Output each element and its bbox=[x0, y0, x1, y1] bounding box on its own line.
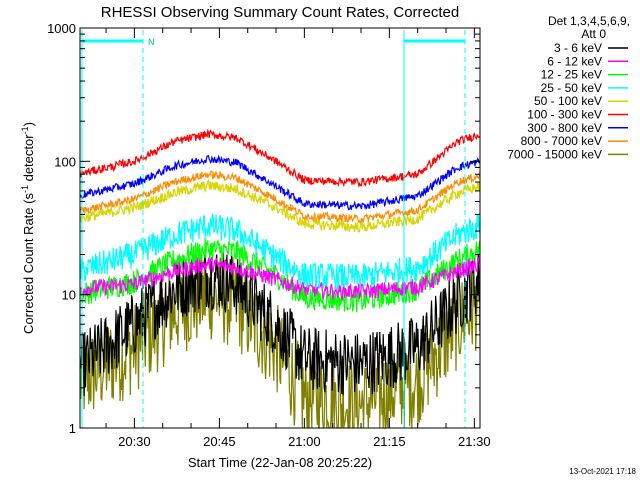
legend-label: 50 - 100 keV bbox=[534, 94, 602, 108]
x-tick-label: 20:45 bbox=[203, 434, 236, 449]
legend-label: 800 - 7000 keV bbox=[521, 134, 602, 148]
legend-header-1: Det 1,3,4,5,6,9, bbox=[548, 14, 630, 28]
series-line-0 bbox=[79, 250, 481, 397]
legend-header-2: Att 0 bbox=[581, 27, 606, 41]
y-tick-label: 100 bbox=[54, 154, 76, 169]
series-line-4 bbox=[79, 178, 481, 233]
legend-label: 7000 - 15000 keV bbox=[507, 147, 602, 161]
series-line-1 bbox=[79, 255, 481, 301]
y-tick-label: 1000 bbox=[47, 21, 76, 36]
x-tick-label: 21:00 bbox=[288, 434, 321, 449]
night-marker: N bbox=[148, 37, 155, 47]
legend-label: 3 - 6 keV bbox=[554, 41, 602, 55]
series-line-7 bbox=[79, 170, 481, 224]
x-tick-label: 20:30 bbox=[118, 434, 151, 449]
legend-label: 6 - 12 keV bbox=[547, 54, 602, 68]
y-axis: 1 10 100 1000 bbox=[47, 21, 480, 436]
y-tick-label: 1 bbox=[69, 421, 76, 436]
x-axis-label: Start Time (22-Jan-08 20:25:22) bbox=[188, 455, 372, 470]
series-line-8 bbox=[79, 253, 481, 430]
x-tick-label: 21:15 bbox=[373, 434, 406, 449]
plot-series bbox=[79, 128, 481, 430]
chart-title: RHESSI Observing Summary Count Rates, Co… bbox=[101, 4, 459, 21]
x-axis: 20:30 20:45 21:00 21:15 21:30 bbox=[105, 28, 491, 449]
footer-date: 13-Oct-2021 17:18 bbox=[569, 467, 636, 476]
legend-label: 100 - 300 keV bbox=[527, 108, 602, 122]
saa-markers: N bbox=[81, 30, 466, 428]
plot-frame bbox=[79, 27, 481, 429]
series-line-6 bbox=[79, 154, 481, 211]
series-line-5 bbox=[79, 128, 481, 188]
legend-label: 25 - 50 keV bbox=[541, 81, 602, 95]
legend-label: 12 - 25 keV bbox=[541, 68, 602, 82]
series-line-3 bbox=[79, 213, 481, 290]
y-axis-label: Corrected Count Rate (s-1 detector-1) bbox=[20, 122, 36, 334]
y-tick-label: 10 bbox=[62, 288, 76, 303]
x-tick-label: 21:30 bbox=[458, 434, 491, 449]
legend-label: 300 - 800 keV bbox=[527, 121, 602, 135]
